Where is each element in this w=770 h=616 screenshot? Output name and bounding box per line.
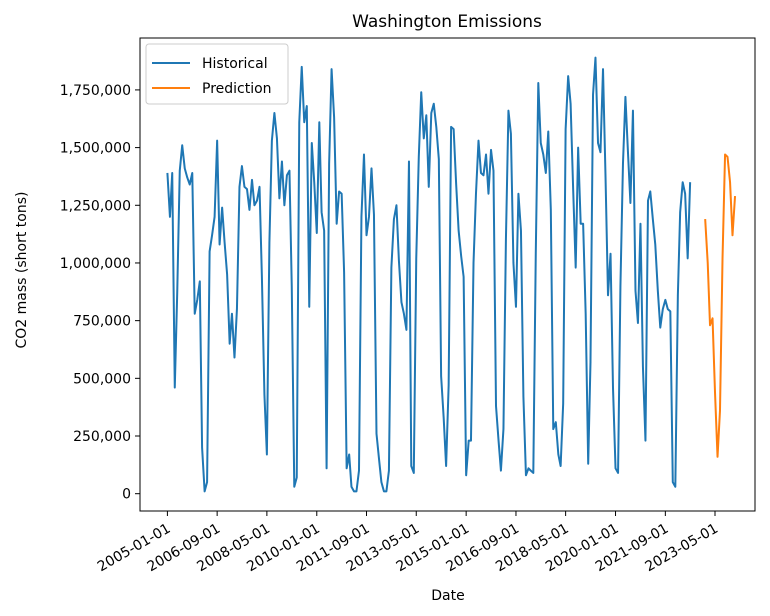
y-tick-label: 750,000 [73,314,131,330]
legend-label-historical: Historical [202,56,268,72]
y-axis: 0 250,000 500,000 750,000 1,000,000 1,250,000… [60,83,140,503]
x-axis-label: Date [431,588,464,604]
plot-frame [139,37,756,512]
y-tick-label: 250,000 [73,429,131,445]
series-line-historical [166,56,692,493]
y-tick-label: 1,000,000 [60,256,131,272]
legend: Historical Prediction [145,43,289,105]
chart-title: Washington Emissions [352,12,542,32]
y-tick-label: 1,250,000 [60,198,131,214]
y-tick-label: 1,500,000 [60,141,131,157]
plot-lines [166,56,737,493]
x-axis: 2005-01-012006-09-012008-05-012010-01-01… [95,511,721,575]
y-tick-label: 1,750,000 [60,83,131,99]
y-tick-label: 500,000 [73,371,131,387]
series-line-prediction [704,153,737,458]
legend-label-prediction: Prediction [202,81,272,97]
y-axis-label: CO2 mass (short tons) [14,192,30,349]
y-tick-label: 0 [122,487,131,503]
